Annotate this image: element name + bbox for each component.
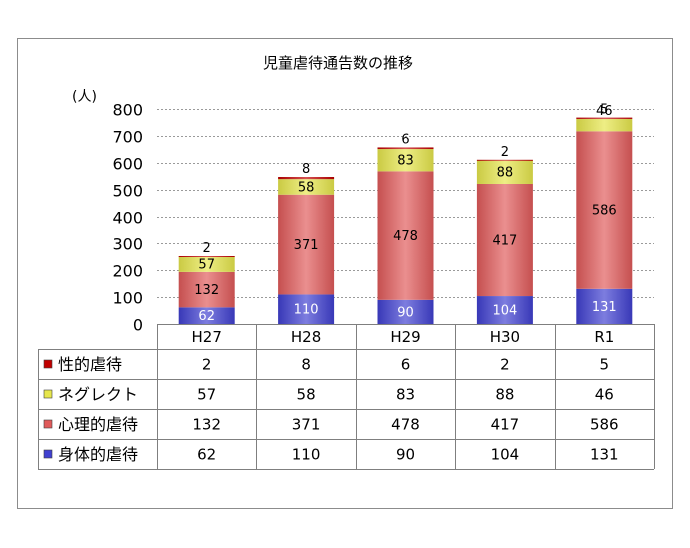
bar-segment-1-2 xyxy=(377,149,434,172)
bar-segment-3-4 xyxy=(576,288,633,324)
y-tick-label: 800 xyxy=(112,101,143,120)
bar-value-label-0-3: 2 xyxy=(501,145,509,160)
bar-value-label-1-3: 88 xyxy=(497,166,514,181)
legend-key xyxy=(43,389,53,399)
bar-segment-3-3 xyxy=(476,296,533,324)
y-tick-label: 400 xyxy=(112,209,143,228)
series-label: ネグレクト xyxy=(58,385,138,404)
y-axis-tick-labels: 0 100 200 300 400 500 600 700 800 xyxy=(112,101,143,335)
bar-segment-0-2 xyxy=(377,147,434,150)
category-label: H30 xyxy=(490,328,520,346)
series-label: 身体的虐待 xyxy=(58,445,138,464)
stacked-bars xyxy=(178,117,633,324)
table-cell: 131 xyxy=(590,446,619,464)
bar-value-label-0-4: 5 xyxy=(600,103,608,118)
bar-segment-2-4 xyxy=(576,131,633,289)
bar-value-label-3-2: 90 xyxy=(397,305,414,320)
chart-title: 児童虐待通告数の推移 xyxy=(263,54,413,72)
category-label: H27 xyxy=(192,328,222,346)
legend-key xyxy=(43,419,53,429)
table-cell: 90 xyxy=(396,446,415,464)
table-cell: 371 xyxy=(292,416,321,434)
bar-segment-2-0 xyxy=(178,271,235,308)
table-cell: 6 xyxy=(401,356,411,374)
bar-segment-3-1 xyxy=(278,294,335,324)
bar-value-label-2-1: 371 xyxy=(294,238,319,253)
bar-segment-0-0 xyxy=(178,256,235,258)
bar-value-label-0-1: 8 xyxy=(302,162,310,177)
bar-segment-2-3 xyxy=(476,183,533,297)
bar-value-label-3-3: 104 xyxy=(492,304,517,319)
bar-segment-3-2 xyxy=(377,299,434,324)
legend-key xyxy=(43,449,53,459)
y-tick-label: 200 xyxy=(112,262,143,281)
chart-frame xyxy=(17,38,673,509)
bar-segment-1-1 xyxy=(278,179,335,195)
table-cell: 2 xyxy=(500,356,510,374)
bar-segment-1-3 xyxy=(476,160,533,184)
y-axis-unit-label: (人) xyxy=(72,89,97,105)
bar-segment-1-4 xyxy=(576,118,633,132)
table-cell: 83 xyxy=(396,386,415,404)
bar-segment-3-0 xyxy=(178,307,235,324)
bar-value-label-1-1: 58 xyxy=(298,180,315,195)
table-cell: 46 xyxy=(595,386,614,404)
table-cell: 88 xyxy=(495,386,514,404)
bar-value-label-2-4: 586 xyxy=(592,204,617,219)
bar-segment-1-0 xyxy=(178,256,235,272)
table-cell: 132 xyxy=(192,416,221,434)
legend-key xyxy=(43,359,53,369)
bar-value-label-0-0: 2 xyxy=(203,241,211,256)
table-cell: 104 xyxy=(491,446,520,464)
bar-value-label-2-0: 132 xyxy=(194,283,219,298)
y-tick-label: 100 xyxy=(112,289,143,308)
series-label: 性的虐待 xyxy=(58,355,122,374)
table-cell: 5 xyxy=(600,356,610,374)
y-tick-label: 700 xyxy=(112,128,143,147)
table-cell: 2 xyxy=(202,356,212,374)
table-cell: 478 xyxy=(391,416,420,434)
y-tick-label: 600 xyxy=(112,155,143,174)
bar-value-label-1-2: 83 xyxy=(397,154,414,169)
bar-value-label-1-0: 57 xyxy=(198,258,215,273)
y-tick-label: 500 xyxy=(112,182,143,201)
table-cell: 58 xyxy=(297,386,316,404)
bar-value-label-1-4: 46 xyxy=(596,104,613,119)
bar-segment-2-2 xyxy=(377,171,434,300)
category-label: R1 xyxy=(594,328,614,346)
bar-segment-0-3 xyxy=(476,159,533,161)
y-tick-label: 0 xyxy=(133,316,143,335)
bar-segment-0-4 xyxy=(576,117,633,119)
table-cell: 57 xyxy=(197,386,216,404)
category-label: H29 xyxy=(390,328,420,346)
table-cell: 110 xyxy=(292,446,321,464)
table-cell: 62 xyxy=(197,446,216,464)
table-cell: 8 xyxy=(301,356,311,374)
bar-value-label-2-2: 478 xyxy=(393,229,418,244)
bar-segment-0-1 xyxy=(278,176,335,180)
bar-segment-2-1 xyxy=(278,194,335,295)
bar-value-label-3-1: 110 xyxy=(294,303,319,318)
series-label: 心理的虐待 xyxy=(58,415,138,434)
y-tick-label: 300 xyxy=(112,235,143,254)
bar-value-label-0-2: 6 xyxy=(401,132,409,147)
table-cell: 417 xyxy=(491,416,520,434)
bar-value-label-2-3: 417 xyxy=(492,234,517,249)
category-label: H28 xyxy=(291,328,321,346)
bar-value-label-3-4: 131 xyxy=(592,300,617,315)
bar-value-label-3-0: 62 xyxy=(198,309,215,324)
table-cell: 586 xyxy=(590,416,619,434)
